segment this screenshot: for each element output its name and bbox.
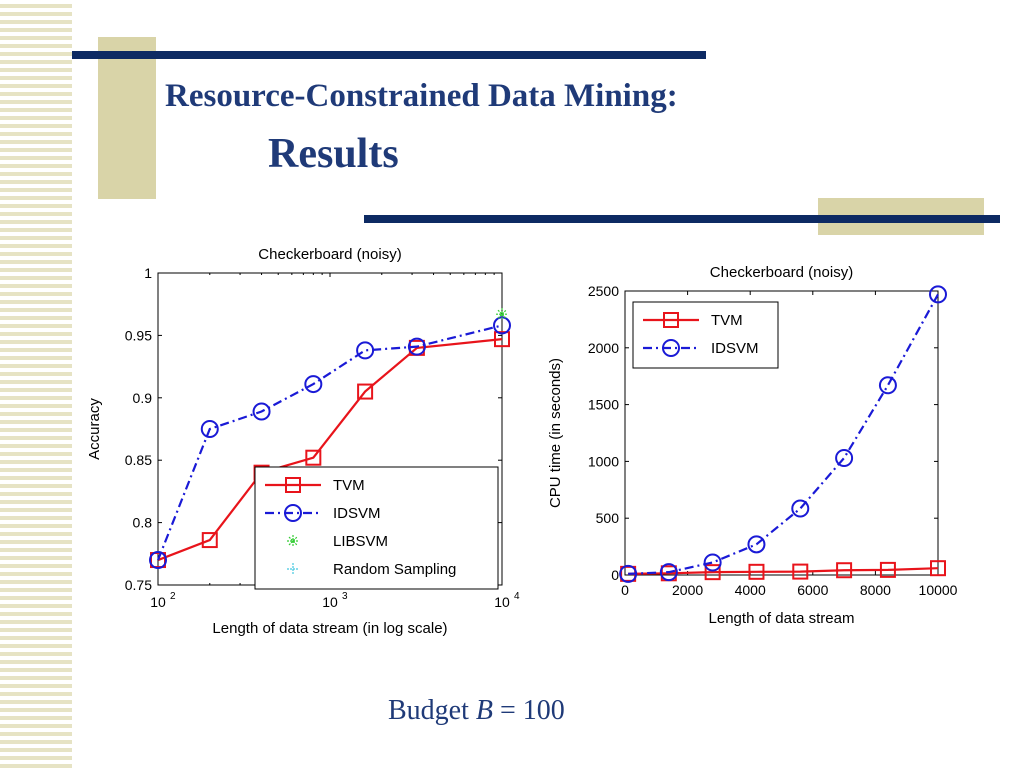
x-axis-label: Length of data stream (in log scale) xyxy=(212,620,447,637)
x-tick-exponent: 3 xyxy=(342,591,348,602)
data-point xyxy=(494,331,510,348)
x-tick-label: 2000 xyxy=(672,582,703,598)
series-line xyxy=(628,293,939,575)
x-tick-label: 8000 xyxy=(860,582,891,598)
legend: TVM IDSVM LIBSVM Random Sampling xyxy=(254,466,499,590)
series-line xyxy=(156,324,503,561)
x-tick-label: 10000 xyxy=(919,582,958,598)
legend-marker xyxy=(287,535,299,547)
x-tick-label: 10 xyxy=(150,594,166,610)
budget-caption: Budget B = 100 xyxy=(388,695,565,727)
x-tick-exponent: 4 xyxy=(514,591,520,602)
data-point xyxy=(878,376,897,395)
legend-label: LIBSVM xyxy=(333,533,388,550)
x-tick-label: 10 xyxy=(322,594,338,610)
chart-title: Checkerboard (noisy) xyxy=(710,264,853,281)
series-idsvm xyxy=(149,316,511,570)
y-axis-label: Accuracy xyxy=(86,398,103,460)
y-tick-label: 0.85 xyxy=(125,452,152,468)
slide-subtitle: Results xyxy=(268,131,399,177)
chart-1: 0.75 0.8 0.85 0.9 0.95 1 10 2 10 3 10 4 Checkerboard… xyxy=(86,246,520,637)
x-axis-label: Length of data stream xyxy=(709,610,855,627)
y-tick-label: 2000 xyxy=(588,340,619,356)
striped-side-band xyxy=(0,0,72,768)
y-tick-label: 2500 xyxy=(588,283,619,299)
legend-label: IDSVM xyxy=(333,505,381,522)
y-tick-label: 500 xyxy=(596,510,620,526)
legend-label: Random Sampling xyxy=(333,561,456,578)
y-tick-label: 0.95 xyxy=(125,327,152,343)
data-point xyxy=(356,341,375,360)
data-point xyxy=(704,564,721,581)
data-point xyxy=(930,560,946,577)
x-tick-label: 4000 xyxy=(735,582,766,598)
data-point xyxy=(149,551,167,570)
navy-rule-top xyxy=(72,51,706,59)
x-tick-exponent: 2 xyxy=(170,591,176,602)
data-point xyxy=(879,561,896,578)
legend-box xyxy=(632,301,779,369)
caption-suffix: = 100 xyxy=(493,695,565,726)
legend-label: IDSVM xyxy=(711,340,759,357)
y-tick-label: 1000 xyxy=(588,453,619,469)
caption-prefix: Budget xyxy=(388,695,476,726)
legend-marker xyxy=(663,312,679,328)
legend-marker xyxy=(285,477,301,493)
data-point xyxy=(929,285,947,304)
data-point xyxy=(200,420,219,438)
y-axis-label: CPU time (in seconds) xyxy=(547,358,564,508)
x-tick-label: 0 xyxy=(621,582,629,598)
data-point xyxy=(619,564,638,583)
data-point xyxy=(703,553,722,572)
data-point xyxy=(791,499,810,518)
series-idsvm xyxy=(619,285,947,583)
legend-label: TVM xyxy=(333,477,365,494)
legend-marker xyxy=(284,504,302,522)
legend-marker xyxy=(287,563,299,575)
y-tick-label: 0.8 xyxy=(133,515,153,531)
y-tick-label: 0.75 xyxy=(125,577,152,593)
chart-2: 0 500 1000 1500 2000 2500 0 2000 4000 6000 8000 100… xyxy=(547,264,958,627)
slide-title: Resource-Constrained Data Mining: xyxy=(165,78,678,114)
y-tick-label: 0 xyxy=(611,567,619,583)
y-tick-label: 0.9 xyxy=(133,390,153,406)
data-point xyxy=(407,337,426,356)
data-point xyxy=(836,562,853,579)
y-tick-label: 1500 xyxy=(588,397,619,413)
data-point xyxy=(304,375,323,394)
data-point xyxy=(659,563,678,582)
legend-box xyxy=(254,466,499,590)
data-point xyxy=(357,383,374,400)
data-point xyxy=(835,448,854,467)
data-point xyxy=(201,532,218,549)
chart-title: Checkerboard (noisy) xyxy=(258,246,401,263)
data-point xyxy=(792,563,809,580)
caption-variable: B xyxy=(475,695,493,726)
data-point xyxy=(747,535,766,554)
series-libsvm xyxy=(496,308,508,321)
series-line xyxy=(157,338,503,562)
navy-rule-right xyxy=(364,215,1000,223)
y-tick-label: 1 xyxy=(144,265,152,281)
legend-marker xyxy=(662,339,680,357)
x-tick-label: 6000 xyxy=(797,582,828,598)
data-point xyxy=(748,563,765,580)
legend-label: TVM xyxy=(711,312,743,329)
legend: TVM IDSVM xyxy=(632,301,779,369)
beige-block-top xyxy=(98,37,156,199)
data-point xyxy=(496,308,508,321)
data-point xyxy=(305,449,322,466)
data-point xyxy=(252,402,271,421)
x-tick-label: 10 xyxy=(494,594,510,610)
